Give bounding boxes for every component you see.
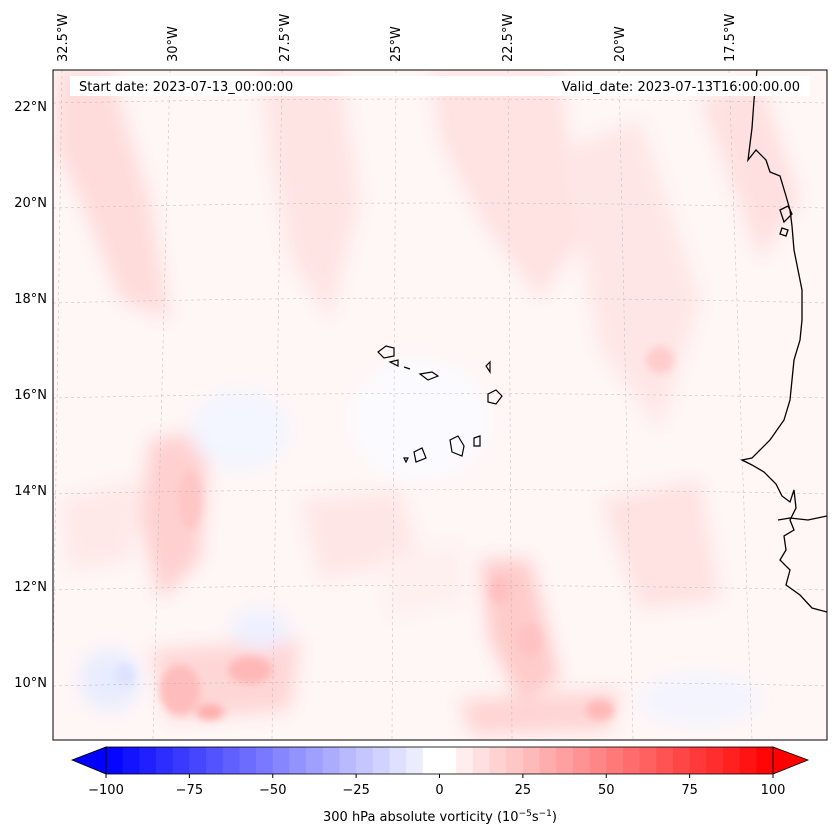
colorbar-label: 300 hPa absolute vorticity (10−5s−1) <box>323 809 557 825</box>
lat-label: 14°N <box>14 484 47 499</box>
lat-label: 22°N <box>14 100 47 115</box>
map-frame <box>52 69 828 741</box>
colorbar-tick-label: 50 <box>598 783 615 798</box>
colorbar-segment <box>622 747 641 774</box>
colorbar-min-extend <box>70 746 107 775</box>
colorbar-segment <box>306 747 324 774</box>
colorbar-tick-label: −25 <box>342 783 369 798</box>
colorbar-segment <box>522 747 541 774</box>
colorbar-segment <box>356 747 374 774</box>
lat-label: 20°N <box>14 196 47 211</box>
colorbar-tick-label: 25 <box>515 783 532 798</box>
colorbar-segment <box>756 747 774 774</box>
lon-label: 17.5°W <box>723 14 738 62</box>
colorbar-tick-label: 75 <box>681 783 698 798</box>
colorbar-segment <box>489 747 507 774</box>
colorbar-segment <box>406 747 424 774</box>
colorbar-max-extend <box>772 746 810 775</box>
lon-label: 22.5°W <box>501 14 516 62</box>
lon-label: 30°W <box>166 26 181 62</box>
latitude-labels: 22°N 20°N 18°N 16°N 14°N 12°N 10°N <box>14 100 47 691</box>
colorbar-segment <box>322 747 340 774</box>
colorbar-tick-label: 0 <box>435 783 443 798</box>
colorbar-segment <box>739 747 757 774</box>
lon-label: 27.5°W <box>278 14 293 62</box>
lon-label: 32.5°W <box>56 14 71 62</box>
colorbar-tick-label: −50 <box>259 783 286 798</box>
colorbar-segment <box>572 747 591 774</box>
colorbar-segment <box>172 747 190 774</box>
colorbar-segment <box>289 747 307 774</box>
lat-label: 18°N <box>14 292 47 307</box>
map-gridlines <box>53 70 827 740</box>
colorbar-segment <box>256 747 274 774</box>
colorbar-segment <box>206 747 224 774</box>
colorbar-segment <box>506 747 524 774</box>
islands <box>377 345 503 464</box>
colorbar-tick-label: −100 <box>88 783 124 798</box>
colorbar-segment <box>156 747 174 774</box>
colorbar-segment <box>339 747 357 774</box>
colorbar-segment <box>556 747 574 774</box>
colorbar-segment <box>272 747 290 774</box>
colorbar-segment <box>456 747 474 774</box>
colorbar-segment <box>189 747 207 774</box>
colorbar-tick-label: 100 <box>761 783 786 798</box>
longitude-labels: 32.5°W 30°W 27.5°W 25°W 22.5°W 20°W 17.5… <box>56 14 738 62</box>
colorbar-segment <box>472 747 491 774</box>
colorbar-tick-label: −75 <box>176 783 203 798</box>
colorbar-segment <box>422 747 440 774</box>
colorbar-segment <box>439 747 457 774</box>
colorbar: −100 −75 −50 −25 0 25 50 75 100 300 hPa absolute… <box>70 746 810 825</box>
colorbar-segment <box>139 747 157 774</box>
colorbar-segment <box>222 747 240 774</box>
colorbar-segment <box>239 747 257 774</box>
colorbar-segment <box>389 747 407 774</box>
colorbar-segment <box>589 747 607 774</box>
colorbar-segment <box>122 747 140 774</box>
valid-date-label: Valid_date: 2023-07-13T16:00:00.00 <box>562 80 800 95</box>
colorbar-segment <box>672 747 691 774</box>
lat-label: 16°N <box>14 388 47 403</box>
colorbar-segment <box>656 747 674 774</box>
start-date-label: Start date: 2023-07-13_00:00:00 <box>79 80 293 95</box>
colorbar-segment <box>639 747 657 774</box>
colorbar-segment <box>372 747 390 774</box>
lat-label: 10°N <box>14 676 47 691</box>
colorbar-segment <box>106 747 124 774</box>
colorbar-segment <box>722 747 741 774</box>
coastline <box>740 70 827 613</box>
lon-label: 20°W <box>613 26 628 62</box>
colorbar-segment <box>539 747 557 774</box>
colorbar-segment <box>689 747 707 774</box>
colorbar-segment <box>706 747 724 774</box>
lat-label: 12°N <box>14 580 47 595</box>
colorbar-segment <box>606 747 624 774</box>
vorticity-field <box>53 70 827 740</box>
date-header-band <box>70 76 810 96</box>
lon-label: 25°W <box>389 26 404 62</box>
